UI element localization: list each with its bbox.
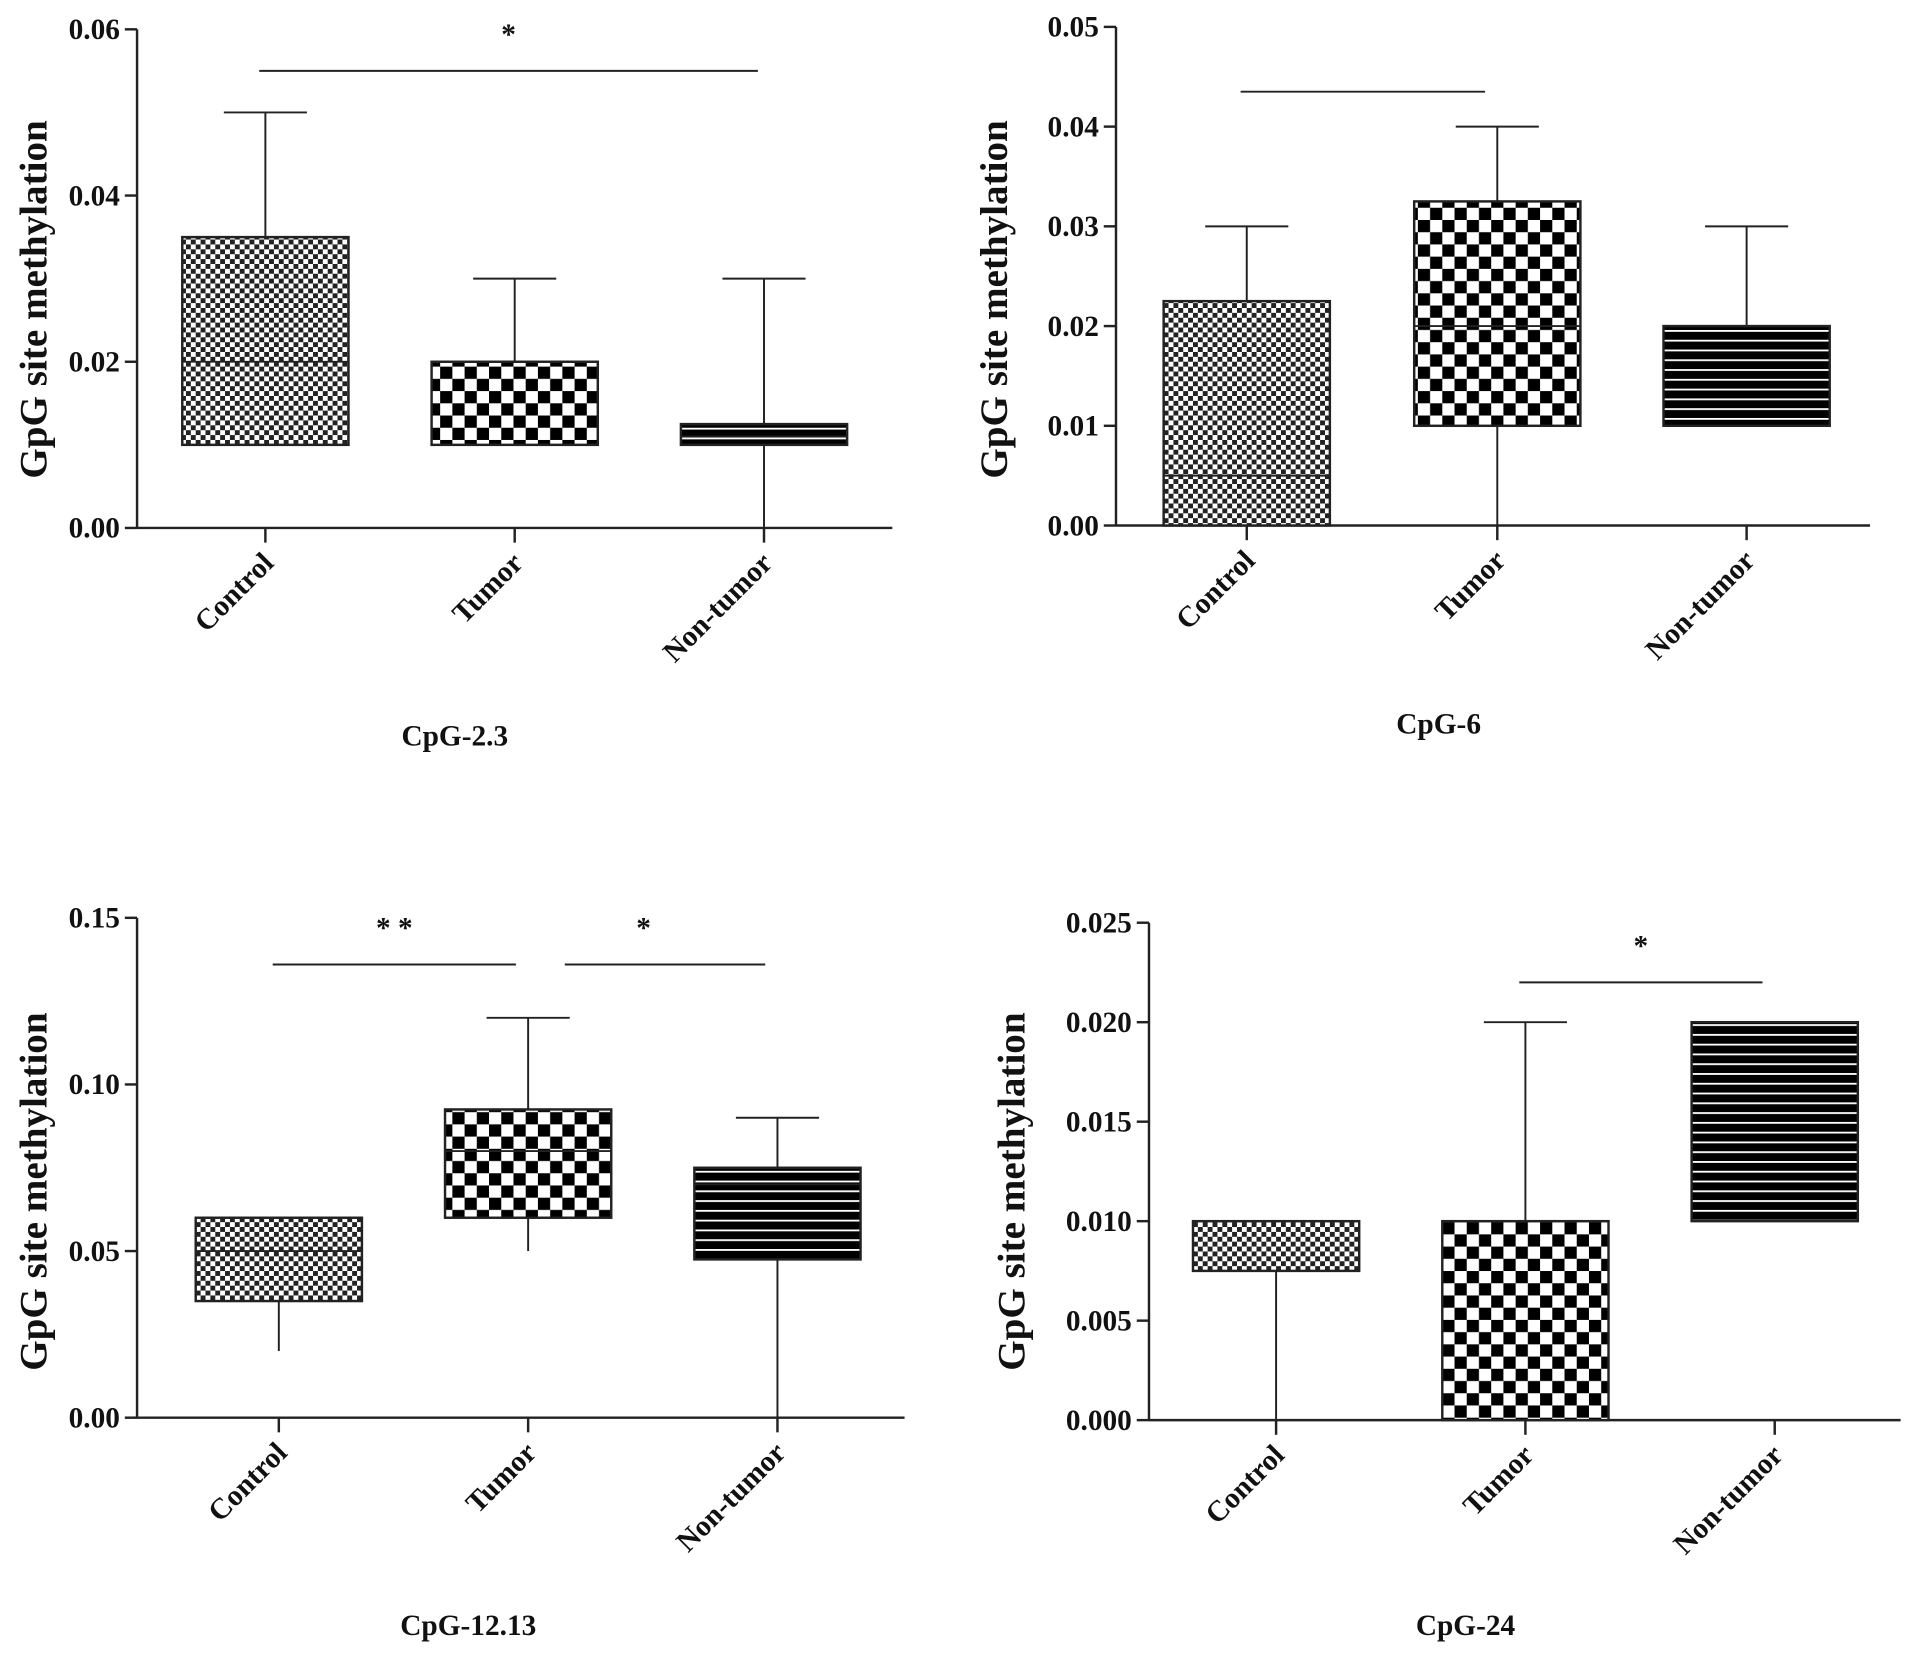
y-tick-label: 0.05 [69,1236,120,1268]
x-tick-label: Tumor [446,547,529,630]
y-tick-label: 0.010 [1066,1206,1132,1238]
box-non-tumor [693,1166,862,1261]
significance-marker: * [501,19,516,51]
x-tick-label: Control [189,547,280,638]
x-tick-label: Non-tumor [670,1437,792,1559]
x-tick-label: Control [1170,545,1261,636]
y-tick-label: 0.000 [1066,1405,1132,1437]
y-tick-label: 0.06 [69,14,120,46]
y-tick-label: 0.10 [69,1069,120,1101]
y-tick-label: 0.04 [1048,111,1100,143]
y-tick-label: 0.05 [1048,12,1099,44]
x-tick-label: Tumor [1457,1439,1540,1522]
y-tick-label: 0.00 [69,513,120,545]
y-tick-label: 0.015 [1066,1106,1132,1138]
significance-marker: * [1634,931,1649,963]
box-non-tumor [679,422,849,447]
box-control [194,1216,364,1303]
y-axis-label: GpG site methylation [13,120,56,479]
x-tick-label: Non-tumor [1640,545,1762,667]
y-tick-label: 0.00 [69,1402,120,1434]
significance-marker: * * [376,913,413,945]
y-tick-label: 0.02 [1048,311,1099,343]
box-tumor [1412,200,1582,428]
box-tumor [430,360,600,447]
y-tick-label: 0.005 [1066,1305,1132,1337]
box-control [181,235,350,447]
y-tick-label: 0.01 [1048,411,1099,443]
box-control [1162,299,1332,527]
x-tick-label: Control [1199,1439,1290,1530]
y-tick-label: 0.020 [1066,1007,1132,1039]
y-axis-label: GpG site methylation [990,1012,1033,1371]
y-axis-label: GpG site methylation [13,1012,56,1371]
chart-title: CpG-24 [1416,1610,1516,1642]
box-tumor [443,1108,613,1219]
y-tick-label: 0.025 [1066,907,1132,939]
chart-panel-1: 0.00 0.02 0.04 0.06 GpG site methylation CpG-… [13,14,893,753]
y-tick-label: 0.04 [69,180,121,212]
chart-panel-2: 0.00 0.01 0.02 0.03 0.04 0.05 GpG site methyla… [973,12,1871,740]
box-tumor [1441,1219,1610,1422]
box-control [1191,1219,1361,1273]
box-non-tumor [1662,324,1831,428]
chart-panel-3: 0.00 0.05 0.10 0.15 GpG site methylation CpG-… [13,903,905,1642]
chart-panel-4: 0.000 0.005 0.010 0.015 0.020 0.025 GpG site m… [990,907,1901,1642]
chart-title: CpG-2.3 [401,721,508,753]
y-tick-label: 0.02 [69,347,120,379]
y-tick-label: 0.03 [1048,211,1099,243]
x-tick-label: Tumor [1429,545,1512,628]
y-tick-label: 0.15 [69,903,120,935]
chart-title: CpG-6 [1396,708,1481,740]
x-tick-label: Control [202,1437,293,1528]
box-non-tumor [1690,1020,1860,1223]
y-tick-label: 0.00 [1048,510,1099,542]
y-axis-label: GpG site methylation [973,120,1016,479]
x-tick-label: Tumor [460,1437,543,1520]
x-tick-label: Non-tumor [1668,1439,1790,1561]
significance-marker: * [636,913,651,945]
x-tick-label: Non-tumor [657,547,779,669]
chart-title: CpG-12.13 [400,1610,536,1642]
